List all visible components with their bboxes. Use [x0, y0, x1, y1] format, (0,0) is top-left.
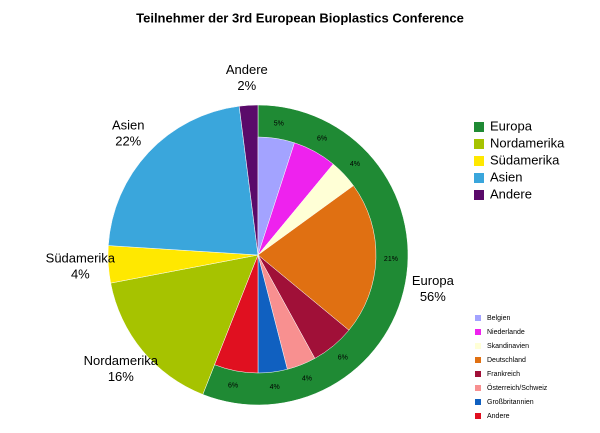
slice-value-label: 2% [237, 78, 256, 93]
breakdown-value-label: 4% [270, 384, 280, 391]
legend-label: Nordamerika [490, 135, 565, 150]
legend-label: Deutschland [487, 357, 526, 364]
pie-slice [108, 105, 259, 256]
breakdown-value-label: 5% [274, 120, 284, 127]
breakdown-slice [214, 254, 259, 374]
pie-slice [110, 254, 259, 395]
legend-label: Südamerika [490, 152, 560, 167]
breakdown-value-label: 21% [384, 256, 398, 263]
legend-swatch [474, 156, 484, 166]
legend-swatch [475, 329, 481, 335]
legend-swatch [474, 190, 484, 200]
legend-label: Österreich/Schweiz [487, 384, 548, 392]
legend-swatch [475, 385, 481, 391]
legend-label: Europa [490, 118, 533, 133]
pie-slice [238, 104, 259, 256]
legend-label: Niederlande [487, 329, 525, 336]
legend-swatch [475, 371, 481, 377]
legend-swatch [474, 139, 484, 149]
slice-value-label: 16% [108, 369, 134, 384]
slice-value-label: 56% [420, 289, 446, 304]
legend-swatch [475, 357, 481, 363]
breakdown-value-label: 6% [228, 382, 238, 389]
legend-label: Großbritannien [487, 399, 534, 406]
legend-swatch [474, 122, 484, 132]
breakdown-value-label: 6% [338, 354, 348, 361]
slice-label: Südamerika [46, 251, 116, 266]
legend-label: Frankreich [487, 371, 520, 378]
breakdown-value-label: 4% [302, 376, 312, 383]
legend-label: Andere [487, 413, 510, 420]
breakdown-value-label: 6% [317, 135, 327, 142]
legend-label: Andere [490, 186, 532, 201]
slice-label: Europa [412, 273, 455, 288]
slice-label: Asien [112, 118, 145, 133]
slice-value-label: 4% [71, 267, 90, 282]
breakdown-value-label: 4% [350, 161, 360, 168]
legend-swatch [474, 173, 484, 183]
legend-label: Asien [490, 169, 523, 184]
slice-value-label: 22% [115, 134, 141, 149]
slice-label: Nordamerika [84, 353, 159, 368]
slice-label: Andere [226, 62, 268, 77]
legend-swatch [475, 399, 481, 405]
legend-swatch [475, 343, 481, 349]
breakdown-slice [257, 185, 377, 331]
chart-title: Teilnehmer der 3rd European Bioplastics … [136, 10, 464, 25]
legend-label: Belgien [487, 315, 510, 322]
legend-label: Skandinavien [487, 343, 529, 350]
legend-swatch [475, 315, 481, 321]
legend-swatch [475, 413, 481, 419]
